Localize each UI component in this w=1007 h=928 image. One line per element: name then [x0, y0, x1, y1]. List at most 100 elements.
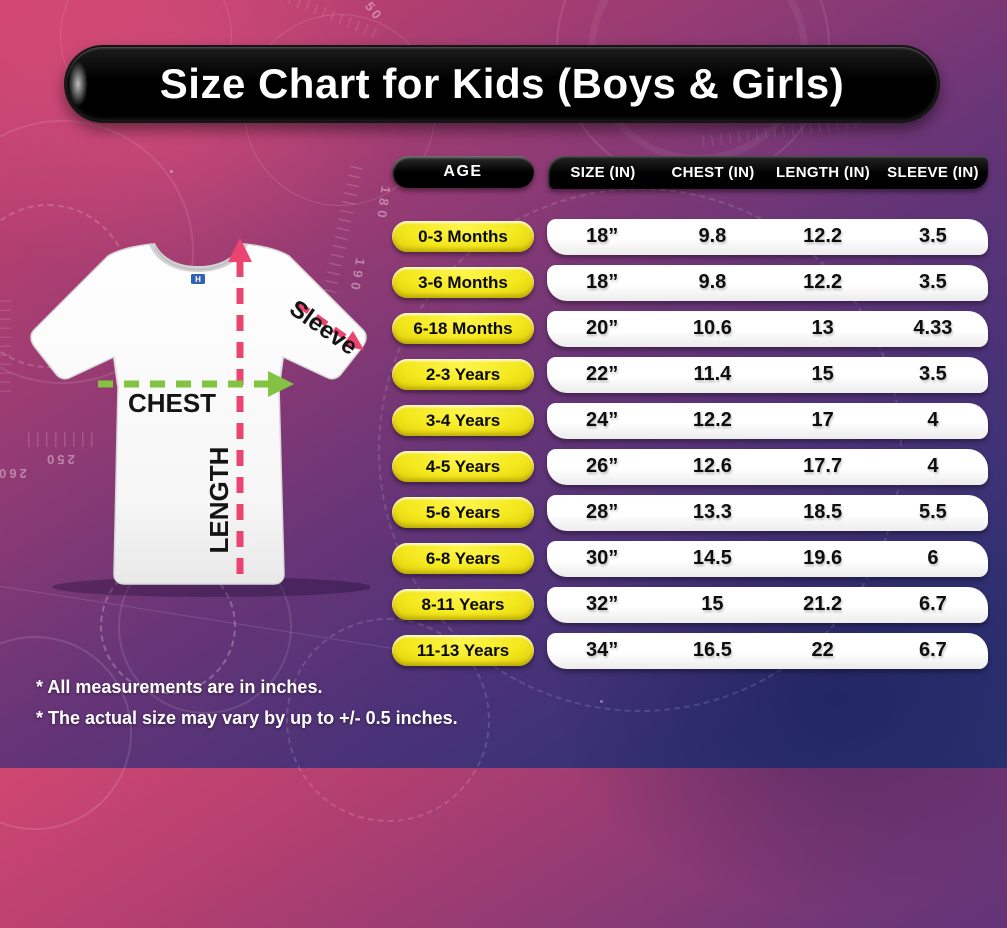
values-bar: 28” 13.3 18.5 5.5 — [547, 494, 988, 531]
age-header-label: AGE — [443, 163, 483, 180]
table-row: 5-6 Years 28” 13.3 18.5 5.5 — [392, 494, 988, 531]
value-size: 18” — [586, 225, 619, 247]
value-chest: 12.2 — [692, 409, 732, 431]
table-row: 3-6 Months 18” 9.8 12.2 3.5 — [392, 264, 988, 301]
value-size: 24” — [586, 409, 619, 431]
collar-tag — [191, 274, 205, 284]
ruler-ticks — [28, 432, 100, 447]
value-chest: 11.4 — [693, 363, 732, 385]
value-chest: 16.5 — [692, 639, 732, 661]
table-row: 11-13 Years 34” 16.5 22 6.7 — [392, 632, 988, 669]
value-chest: 12.6 — [692, 455, 732, 477]
age-badge: 3-4 Years — [392, 405, 534, 436]
value-size: 26” — [586, 455, 619, 477]
value-length: 18.5 — [803, 501, 843, 523]
age-label: 6-8 Years — [425, 548, 501, 568]
note-line: * All measurements are in inches. — [36, 677, 323, 697]
table-row: 0-3 Months 18” 9.8 12.2 3.5 — [392, 218, 988, 255]
value-sleeve: 3.5 — [918, 363, 947, 385]
decorative-dot — [170, 170, 173, 173]
table-row: 3-4 Years 24” 12.2 17 4 — [392, 402, 988, 439]
age-label: 6-18 Months — [413, 318, 513, 338]
value-chest: 13.3 — [692, 501, 732, 523]
age-badge: 3-6 Months — [392, 267, 534, 298]
values-bar: 24” 12.2 17 4 — [547, 402, 988, 439]
value-sleeve: 3.5 — [918, 225, 947, 247]
value-sleeve: 5.5 — [918, 501, 947, 523]
sleeve-arrow-head — [342, 331, 364, 350]
age-header-pill: AGE — [392, 156, 534, 188]
age-label: 2-3 Years — [425, 364, 501, 384]
ruler-ticks — [0, 296, 11, 392]
page-title: Size Chart for Kids (Boys & Girls) — [159, 60, 845, 107]
note-line: * The actual size may vary by up to +/- … — [36, 708, 458, 728]
age-label: 4-5 Years — [425, 456, 501, 476]
table-row: 8-11 Years 32” 15 21.2 6.7 — [392, 586, 988, 623]
title-pill: Size Chart for Kids (Boys & Girls) — [64, 45, 940, 123]
age-label: 8-11 Years — [421, 594, 505, 614]
value-length: 22 — [811, 639, 834, 661]
values-bar: 34” 16.5 22 6.7 — [547, 632, 988, 669]
column-label-sleeve: SLEEVE (IN) — [887, 163, 979, 181]
value-length: 12.2 — [803, 225, 843, 247]
value-size: 28” — [586, 501, 619, 523]
value-sleeve: 4 — [927, 409, 939, 431]
values-bar: 32” 15 21.2 6.7 — [547, 586, 988, 623]
value-size: 20” — [586, 317, 619, 339]
values-bar: 30” 14.5 19.6 6 — [547, 540, 988, 577]
table-row: 6-8 Years 30” 14.5 19.6 6 — [392, 540, 988, 577]
size-table: AGE SIZE (IN) CHEST (IN) LENGTH (IN) SLE… — [392, 155, 988, 669]
value-length: 19.6 — [803, 547, 843, 569]
value-chest: 10.6 — [692, 317, 732, 339]
value-sleeve: 4.33 — [913, 317, 953, 339]
footer-notes: * All measurements are in inches. * The … — [36, 672, 458, 734]
tshirt-diagram: H LENGTH CHEST Sleeve — [22, 234, 372, 598]
tshirt-graphic: H LENGTH CHEST Sleeve — [30, 238, 372, 597]
age-badge: 0-3 Months — [392, 221, 534, 252]
age-label: 0-3 Months — [418, 226, 508, 246]
table-header-row: AGE SIZE (IN) CHEST (IN) LENGTH (IN) SLE… — [392, 155, 988, 189]
value-length: 17 — [811, 409, 834, 431]
age-badge: 8-11 Years — [392, 589, 534, 620]
age-label: 11-13 Years — [416, 640, 510, 660]
value-sleeve: 6 — [927, 547, 939, 569]
value-chest: 15 — [701, 593, 724, 615]
values-bar: 22” 11.4 15 3.5 — [547, 356, 988, 393]
table-row: 2-3 Years 22” 11.4 15 3.5 — [392, 356, 988, 393]
age-badge: 4-5 Years — [392, 451, 534, 482]
age-badge: 11-13 Years — [392, 635, 534, 666]
chest-label: CHEST — [128, 388, 216, 418]
age-label: 3-4 Years — [425, 410, 501, 430]
value-chest: 9.8 — [698, 225, 727, 247]
table-row: 4-5 Years 26” 12.6 17.7 4 — [392, 448, 988, 485]
value-sleeve: 6.7 — [918, 639, 947, 661]
value-sleeve: 3.5 — [918, 271, 947, 293]
value-sleeve: 6.7 — [918, 593, 947, 615]
column-label-length: LENGTH (IN) — [775, 163, 871, 181]
seam-line — [113, 356, 119, 387]
value-length: 17.7 — [803, 455, 843, 477]
value-length: 15 — [811, 363, 834, 385]
values-bar: 18” 9.8 12.2 3.5 — [547, 264, 988, 301]
value-size: 30” — [586, 547, 619, 569]
age-label: 3-6 Months — [418, 272, 508, 292]
values-bar: 26” 12.6 17.7 4 — [547, 448, 988, 485]
length-label: LENGTH — [204, 447, 234, 554]
values-bar: 18” 9.8 12.2 3.5 — [547, 218, 988, 255]
age-badge: 6-18 Months — [392, 313, 534, 344]
value-size: 34” — [586, 639, 619, 661]
age-badge: 5-6 Years — [392, 497, 534, 528]
value-length: 12.2 — [803, 271, 843, 293]
age-badge: 2-3 Years — [392, 359, 534, 390]
decorative-dot — [600, 700, 603, 703]
value-length: 21.2 — [803, 593, 843, 615]
value-size: 32” — [586, 593, 619, 615]
value-size: 18” — [586, 271, 619, 293]
sleeve-arrow-line — [296, 301, 350, 342]
age-label: 5-6 Years — [425, 502, 501, 522]
values-bar: 20” 10.6 13 4.33 — [547, 310, 988, 347]
value-size: 22” — [586, 363, 619, 385]
collar-logo: H — [195, 275, 201, 284]
columns-header-bar: SIZE (IN) CHEST (IN) LENGTH (IN) SLEEVE … — [548, 155, 988, 189]
